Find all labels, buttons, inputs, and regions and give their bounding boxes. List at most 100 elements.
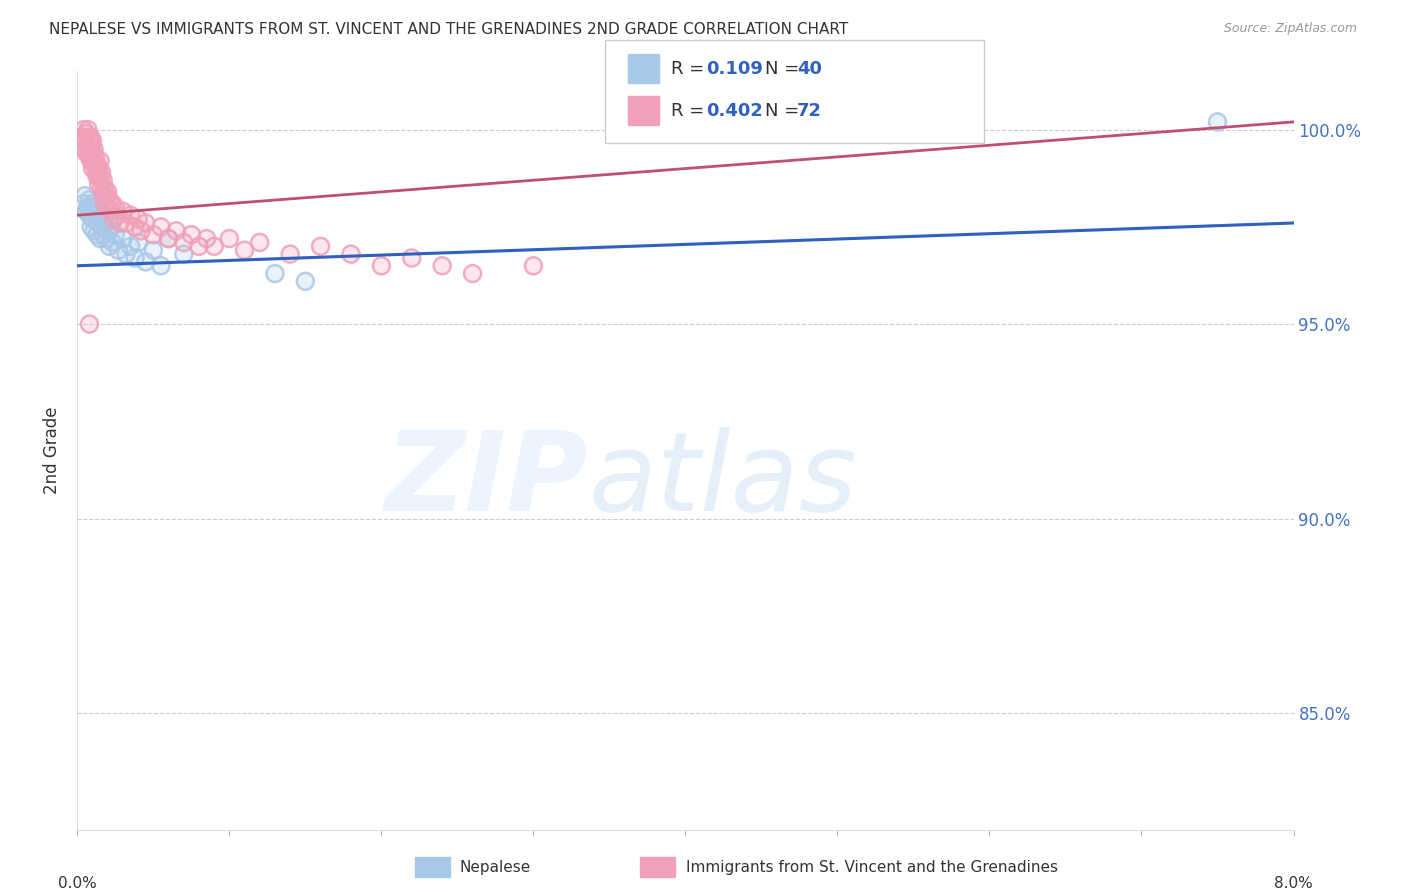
Point (264, 267, 287, 281)
Point (101, 196, 124, 211)
Point (157, 231, 180, 245)
Point (233, 244, 256, 258)
Point (101, 235, 124, 250)
Text: 8.0%: 8.0% (1274, 876, 1313, 891)
Point (188, 239, 211, 253)
Point (129, 224, 152, 238)
Text: NEPALESE VS IMMIGRANTS FROM ST. VINCENT AND THE GRENADINES 2ND GRADE CORRELATION: NEPALESE VS IMMIGRANTS FROM ST. VINCENT … (49, 22, 848, 37)
Text: 40: 40 (797, 60, 823, 78)
Point (157, 231, 180, 245)
Point (149, 219, 172, 234)
Point (165, 224, 187, 238)
Point (91, 227, 114, 242)
Point (72, 122, 94, 136)
Point (86, 169, 108, 184)
Point (86, 204, 108, 219)
Point (86, 169, 108, 184)
Point (83, 153, 105, 168)
Point (105, 208, 128, 222)
Point (75, 204, 97, 219)
Point (522, 259, 544, 273)
Point (82, 212, 104, 227)
Point (97, 185, 120, 199)
Point (97, 185, 120, 199)
Text: atlas: atlas (588, 427, 856, 534)
Point (80, 201, 103, 215)
Point (96, 231, 118, 245)
Point (97, 201, 120, 215)
Y-axis label: 2nd Grade: 2nd Grade (44, 407, 62, 494)
Point (83, 142, 105, 156)
Point (73, 130, 96, 145)
Point (188, 239, 211, 253)
Point (173, 235, 195, 250)
Point (97, 224, 120, 238)
Point (75, 127, 97, 141)
Point (79, 150, 101, 164)
Point (90, 181, 112, 195)
Point (73, 130, 96, 145)
Point (124, 251, 146, 265)
Point (108, 216, 131, 230)
Point (91, 227, 114, 242)
Point (80, 130, 103, 145)
Point (90, 165, 112, 179)
Point (80, 153, 103, 168)
Point (82, 146, 104, 161)
Text: R =: R = (671, 102, 710, 120)
Point (340, 247, 363, 261)
Point (70, 138, 93, 153)
Point (249, 235, 271, 250)
Point (69, 130, 91, 145)
Point (108, 216, 131, 230)
Point (202, 239, 225, 253)
Point (96, 231, 118, 245)
Point (77, 138, 100, 153)
Point (115, 247, 138, 261)
Point (84, 161, 107, 176)
Text: ZIP: ZIP (385, 427, 588, 534)
Point (75, 127, 97, 141)
Point (79, 317, 101, 331)
Point (75, 146, 97, 161)
Point (93, 216, 115, 230)
Point (135, 216, 157, 230)
Point (84, 150, 107, 164)
Point (72, 134, 94, 148)
Point (83, 224, 105, 238)
Point (79, 134, 101, 148)
Point (124, 219, 146, 234)
Point (73, 142, 96, 156)
Point (97, 224, 120, 238)
Point (90, 165, 112, 179)
Point (80, 219, 103, 234)
Point (104, 227, 127, 242)
Point (165, 224, 187, 238)
Text: 0.109: 0.109 (706, 60, 762, 78)
Point (195, 231, 218, 245)
Point (86, 158, 108, 172)
Point (87, 177, 110, 191)
Point (149, 219, 172, 234)
Point (73, 188, 96, 202)
Point (77, 122, 100, 136)
Text: 72: 72 (797, 102, 823, 120)
Point (115, 247, 138, 261)
Point (73, 142, 96, 156)
Point (115, 216, 138, 230)
Point (522, 259, 544, 273)
Point (278, 247, 301, 261)
Point (84, 208, 107, 222)
Point (75, 146, 97, 161)
Point (135, 255, 157, 269)
Point (127, 235, 149, 250)
Point (157, 231, 180, 245)
Point (309, 239, 332, 253)
Point (72, 122, 94, 136)
Point (84, 161, 107, 176)
Point (77, 201, 100, 215)
Point (127, 212, 149, 227)
Point (82, 161, 104, 176)
Point (142, 227, 165, 242)
Point (103, 212, 125, 227)
